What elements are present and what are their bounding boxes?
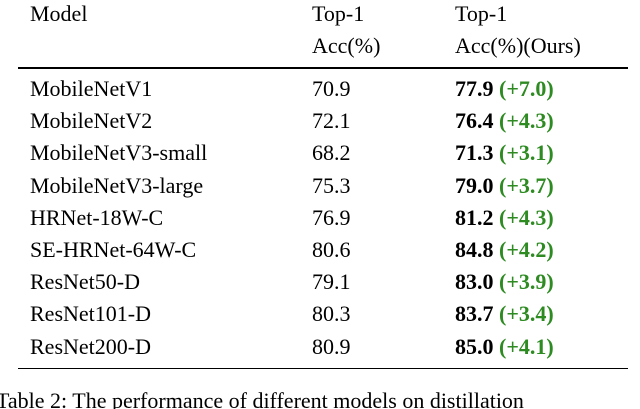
ours-cell: 83.0 (+3.9): [455, 269, 554, 295]
ours-acc: 79.0: [455, 172, 494, 198]
model-name: ResNet101-D: [30, 301, 151, 327]
ours-acc: 77.9: [455, 76, 494, 101]
ours-cell: 85.0 (+4.1): [455, 334, 554, 360]
acc-gain: (+7.0): [499, 76, 554, 101]
model-name: MobileNetV3-small: [30, 140, 208, 166]
baseline-acc: 80.9: [312, 333, 351, 359]
baseline-acc: 80.6: [312, 237, 351, 262]
acc-gain: (+4.3): [499, 108, 554, 134]
model-name: SE-HRNet-64W-C: [30, 237, 197, 262]
acc-gain: (+4.3): [499, 204, 554, 230]
baseline-acc: 72.1: [312, 108, 351, 134]
table-caption: Table 2: The performance of different mo…: [0, 388, 524, 409]
ours-cell: 83.7 (+3.4): [455, 301, 554, 327]
ours-cell: 76.4 (+4.3): [455, 108, 554, 134]
acc-gain: (+3.1): [499, 140, 554, 166]
ours-acc: 83.7: [455, 301, 494, 327]
header-cell: Top-1: [312, 1, 365, 26]
ours-cell: 77.9 (+7.0): [455, 76, 554, 102]
acc-gain: (+3.4): [499, 301, 554, 327]
baseline-acc: 80.3: [312, 301, 351, 327]
ours-cell: 84.8 (+4.2): [455, 237, 554, 263]
model-name: HRNet-18W-C: [30, 204, 164, 230]
model-name: MobileNetV3-large: [30, 172, 204, 198]
header-cell: Top-1: [455, 1, 508, 26]
baseline-acc: 76.9: [312, 204, 351, 230]
ours-acc: 83.0: [455, 269, 494, 295]
baseline-acc: 68.2: [312, 140, 351, 166]
ours-acc: 71.3: [455, 140, 494, 166]
header-cell: Acc(%)(Ours): [455, 33, 581, 58]
acc-gain: (+3.9): [499, 269, 554, 295]
acc-gain: (+4.2): [499, 237, 554, 262]
baseline-acc: 70.9: [312, 76, 351, 101]
ours-acc: 81.2: [455, 204, 494, 230]
header-cell: Model: [30, 1, 88, 26]
model-name: ResNet50-D: [30, 269, 140, 295]
ours-cell: 71.3 (+3.1): [455, 140, 554, 166]
model-name: MobileNetV2: [30, 108, 153, 134]
baseline-acc: 79.1: [312, 269, 351, 295]
header-rule: [18, 67, 628, 69]
ours-acc: 84.8: [455, 237, 494, 262]
ours-cell: 79.0 (+3.7): [455, 173, 554, 199]
ours-cell: 81.2 (+4.3): [455, 205, 554, 231]
acc-gain: (+3.7): [499, 172, 554, 198]
ours-acc: 85.0: [455, 333, 494, 359]
baseline-acc: 75.3: [312, 172, 351, 198]
header-cell: Acc(%): [312, 33, 381, 58]
acc-gain: (+4.1): [499, 333, 554, 359]
model-name: ResNet200-D: [30, 333, 151, 359]
model-name: MobileNetV1: [30, 76, 153, 101]
ours-acc: 76.4: [455, 108, 494, 134]
bottom-rule: [18, 368, 628, 369]
